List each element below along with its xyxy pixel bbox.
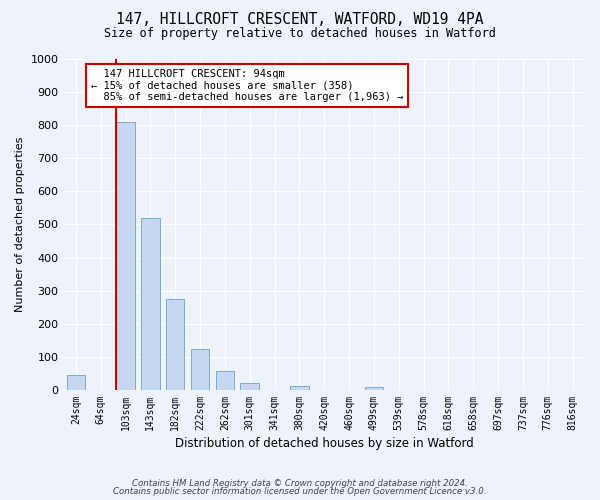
Bar [141,218,160,390]
Bar [215,370,234,390]
Bar [116,122,135,390]
Bar [67,374,85,390]
Text: Contains HM Land Registry data © Crown copyright and database right 2024.: Contains HM Land Registry data © Crown c… [132,478,468,488]
Text: 147, HILLCROFT CRESCENT, WATFORD, WD19 4PA: 147, HILLCROFT CRESCENT, WATFORD, WD19 4… [116,12,484,28]
Bar [290,386,308,390]
Bar [365,388,383,390]
Text: 147 HILLCROFT CRESCENT: 94sqm
← 15% of detached houses are smaller (358)
  85% o: 147 HILLCROFT CRESCENT: 94sqm ← 15% of d… [91,69,403,102]
Y-axis label: Number of detached properties: Number of detached properties [15,137,25,312]
Bar [241,382,259,390]
Text: Contains public sector information licensed under the Open Government Licence v3: Contains public sector information licen… [113,487,487,496]
X-axis label: Distribution of detached houses by size in Watford: Distribution of detached houses by size … [175,437,473,450]
Text: Size of property relative to detached houses in Watford: Size of property relative to detached ho… [104,28,496,40]
Bar [166,299,184,390]
Bar [191,348,209,390]
